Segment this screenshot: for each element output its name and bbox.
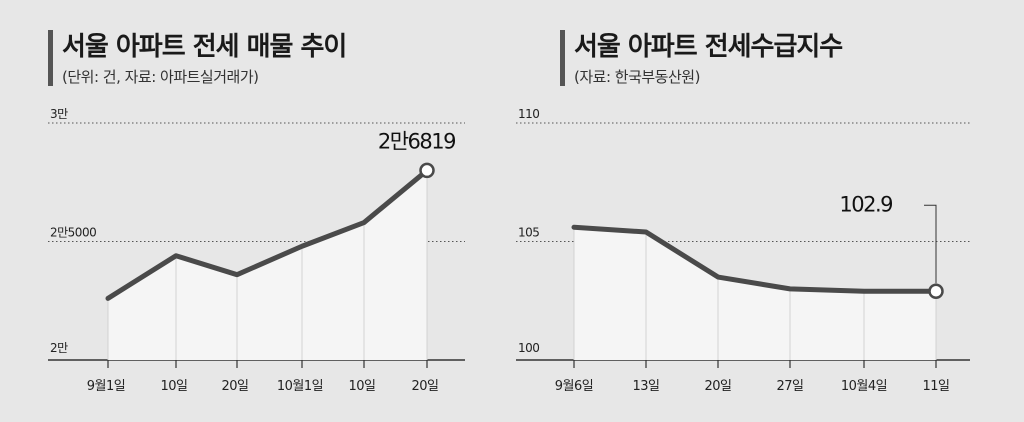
- x-tick-label: 11일: [922, 379, 949, 394]
- y-tick-label: 105: [518, 226, 539, 240]
- area-fill: [574, 227, 936, 360]
- y-tick-label: 110: [518, 107, 539, 121]
- chart-title: 서울 아파트 전세수급지수: [574, 32, 843, 62]
- series-line: [105, 167, 430, 301]
- chart-subtitle: (단위: 건, 자료: 아파트실거래가): [62, 68, 259, 86]
- x-tick-label: 9월6일: [555, 379, 593, 394]
- x-tick-label: 10월4일: [841, 379, 887, 394]
- x-tick-label: 9월1일: [87, 379, 125, 394]
- title-accent-bar: [560, 30, 565, 86]
- chart-subtitle: (자료: 한국부동산원): [574, 68, 700, 86]
- series-line: [571, 224, 939, 294]
- y-tick-label: 100: [518, 341, 539, 355]
- right-chart-panel: 서울 아파트 전세수급지수 (자료: 한국부동산원) 100 105 110 9월6일…: [512, 0, 1024, 422]
- supply-demand-index-chart: 100 105 110 9월6일 13일 20일 27일 10월4일 11일 102.9: [516, 107, 970, 394]
- x-tick-label: 10일: [160, 379, 187, 394]
- x-tick-label: 10월1일: [277, 379, 323, 394]
- y-tick-label: 2만: [50, 341, 68, 355]
- x-tick-label: 13일: [632, 379, 659, 394]
- x-tick-label: 20일: [704, 379, 731, 394]
- title-accent-bar: [48, 30, 53, 86]
- annotation-leader-line: [924, 204, 937, 284]
- x-tick-label: 27일: [776, 379, 803, 394]
- x-tick-label: 20일: [411, 379, 438, 394]
- y-tick-label: 3만: [50, 107, 68, 121]
- left-chart-panel: 서울 아파트 전세 매물 추이 (단위: 건, 자료: 아파트실거래가) 2만 2…: [0, 0, 500, 422]
- y-tick-label: 2만5000: [50, 226, 96, 240]
- listings-trend-chart: 2만 2만5000 3만 9월1일 10일 20일 10월1일 10일 20일 2만6819: [48, 107, 465, 394]
- end-point-marker: [419, 162, 435, 179]
- x-tick-label: 10일: [348, 379, 375, 394]
- x-tick-label: 20일: [221, 379, 248, 394]
- annotation-label: 2만6819: [378, 129, 455, 153]
- area-fill: [108, 170, 427, 360]
- end-point-marker: [928, 283, 944, 300]
- chart-title: 서울 아파트 전세 매물 추이: [62, 32, 347, 62]
- annotation-label: 102.9: [839, 192, 892, 216]
